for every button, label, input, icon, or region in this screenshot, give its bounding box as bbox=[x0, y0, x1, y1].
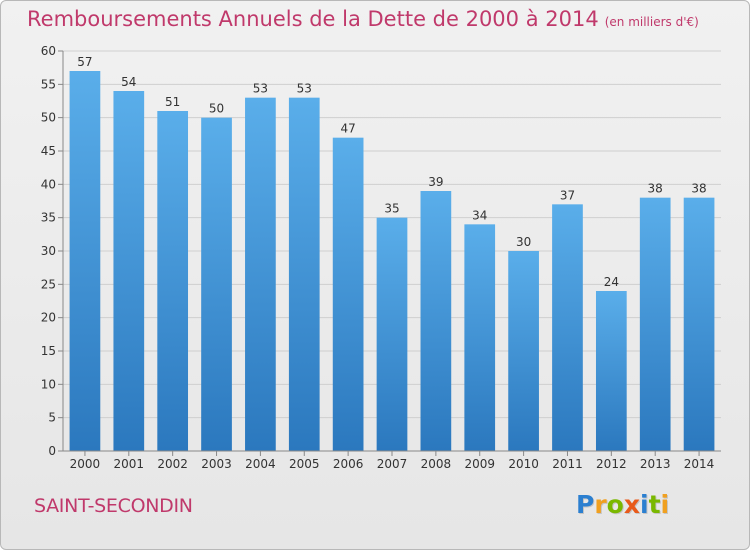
x-tick-label: 2004 bbox=[245, 457, 276, 471]
x-tick-label: 2007 bbox=[377, 457, 408, 471]
logo-letter: i bbox=[660, 490, 670, 519]
logo-letter: o bbox=[606, 490, 624, 519]
bar bbox=[201, 117, 232, 452]
y-tick-label: 45 bbox=[41, 144, 56, 158]
title-text: Remboursements Annuels de la Dette de 20… bbox=[27, 7, 599, 31]
y-tick-label: 60 bbox=[41, 44, 56, 58]
x-tick-label: 2009 bbox=[464, 457, 495, 471]
x-tick-label: 2001 bbox=[114, 457, 145, 471]
logo-letter: t bbox=[648, 490, 661, 519]
bar-value-label: 24 bbox=[604, 275, 619, 289]
bar bbox=[376, 217, 408, 451]
bar-value-label: 54 bbox=[121, 75, 136, 89]
bar bbox=[420, 191, 452, 451]
bar-value-label: 50 bbox=[209, 102, 224, 116]
bar bbox=[639, 197, 671, 451]
logo-letter: r bbox=[594, 490, 607, 519]
bar bbox=[157, 111, 189, 451]
logo-letter: x bbox=[623, 490, 640, 519]
y-tick-label: 0 bbox=[48, 444, 56, 458]
bar bbox=[508, 251, 539, 451]
x-tick-label: 2012 bbox=[596, 457, 627, 471]
y-tick-label: 50 bbox=[41, 111, 56, 125]
y-tick-label: 30 bbox=[41, 244, 56, 258]
x-tick-label: 2011 bbox=[552, 457, 583, 471]
y-tick-label: 15 bbox=[41, 344, 56, 358]
bar bbox=[683, 197, 715, 451]
bar-value-label: 53 bbox=[253, 82, 268, 96]
bar bbox=[69, 71, 101, 451]
x-tick-label: 2008 bbox=[421, 457, 452, 471]
chart-title: Remboursements Annuels de la Dette de 20… bbox=[27, 7, 699, 31]
bar-value-label: 53 bbox=[297, 82, 312, 96]
y-tick-label: 35 bbox=[41, 211, 56, 225]
logo-letter: P bbox=[576, 490, 595, 519]
bar bbox=[552, 204, 583, 451]
bar-value-label: 30 bbox=[516, 235, 531, 249]
x-tick-label: 2000 bbox=[70, 457, 101, 471]
x-tick-label: 2005 bbox=[289, 457, 320, 471]
bar-value-label: 51 bbox=[165, 95, 180, 109]
x-tick-label: 2003 bbox=[201, 457, 232, 471]
bar bbox=[332, 137, 364, 451]
bar-value-label: 38 bbox=[648, 182, 663, 196]
bar-value-label: 47 bbox=[340, 122, 355, 136]
bar-value-label: 37 bbox=[560, 188, 575, 202]
bar bbox=[113, 91, 145, 451]
x-tick-label: 2002 bbox=[157, 457, 188, 471]
proxiti-logo[interactable]: Proxiti bbox=[576, 490, 669, 519]
y-tick-label: 10 bbox=[41, 377, 56, 391]
x-tick-label: 2006 bbox=[333, 457, 364, 471]
logo-letter: i bbox=[640, 490, 649, 519]
bar-value-label: 35 bbox=[384, 202, 399, 216]
y-tick-label: 20 bbox=[41, 311, 56, 325]
x-tick-label: 2014 bbox=[684, 457, 715, 471]
bar-value-label: 34 bbox=[472, 208, 487, 222]
bar-value-label: 39 bbox=[428, 175, 443, 189]
y-tick-label: 40 bbox=[41, 177, 56, 191]
commune-name: SAINT-SECONDIN bbox=[34, 495, 193, 517]
title-unit: (en milliers d'€) bbox=[604, 15, 699, 29]
y-tick-label: 25 bbox=[41, 277, 56, 291]
axes: 0 5 10 15 20 25 30 35 40 45 50 55 60 2000 2001 2002 2003… bbox=[41, 44, 721, 471]
bar bbox=[288, 97, 320, 452]
bar bbox=[245, 97, 276, 452]
bar bbox=[464, 224, 496, 451]
x-tick-label: 2013 bbox=[640, 457, 671, 471]
y-tick-label: 55 bbox=[41, 77, 56, 91]
bars: 57 54 51 50 53 53 47 35 39 34 30 37 24 38 38 bbox=[69, 55, 715, 452]
bar bbox=[595, 291, 627, 451]
bar-value-label: 38 bbox=[691, 182, 706, 196]
y-tick-label: 5 bbox=[48, 411, 56, 425]
x-tick-label: 2010 bbox=[508, 457, 539, 471]
bar-value-label: 57 bbox=[77, 55, 92, 69]
